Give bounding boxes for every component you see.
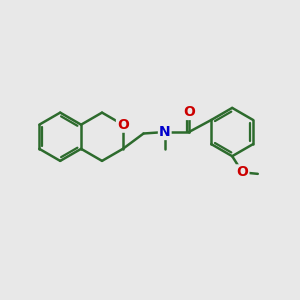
- Text: O: O: [183, 105, 195, 119]
- Text: O: O: [117, 118, 129, 132]
- Text: O: O: [236, 165, 248, 179]
- Text: N: N: [159, 125, 170, 139]
